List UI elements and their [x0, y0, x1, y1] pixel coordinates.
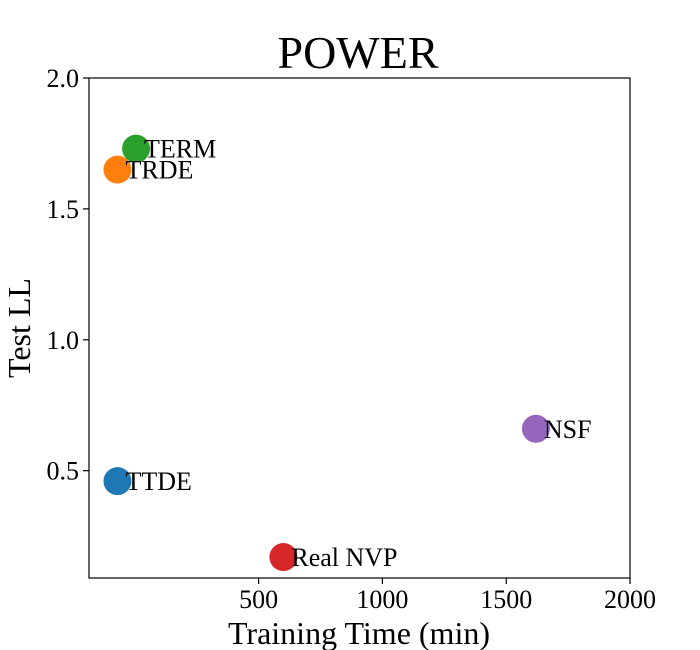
point-term — [122, 134, 151, 163]
x-axis-label: Training Time (min) — [228, 615, 490, 650]
point-label: TRDE — [125, 156, 193, 185]
point-label: Real NVP — [291, 543, 397, 572]
point-real-nvp — [269, 543, 298, 572]
y-axis: 0.5 1.0 1.5 2.0 — [47, 64, 89, 486]
y-tick-label: 0.5 — [47, 457, 80, 486]
point-label: TERM — [144, 135, 216, 164]
y-tick-label: 2.0 — [47, 64, 80, 93]
y-axis-label: Test LL — [1, 278, 37, 378]
x-tick-label: 2000 — [604, 585, 656, 614]
y-tick-label: 1.5 — [47, 195, 80, 224]
point-trde — [103, 155, 132, 184]
chart-title: POWER — [278, 27, 439, 78]
point-ttde — [103, 467, 132, 496]
y-tick-label: 1.0 — [47, 326, 80, 355]
point-nsf — [521, 414, 550, 443]
point-label: NSF — [544, 415, 592, 444]
x-tick-label: 1000 — [356, 585, 408, 614]
x-tick-label: 1500 — [480, 585, 532, 614]
x-axis: 500 1000 1500 2000 — [239, 578, 656, 614]
plot-frame — [88, 77, 631, 579]
x-tick-label: 500 — [239, 585, 278, 614]
point-label: TTDE — [125, 467, 191, 496]
